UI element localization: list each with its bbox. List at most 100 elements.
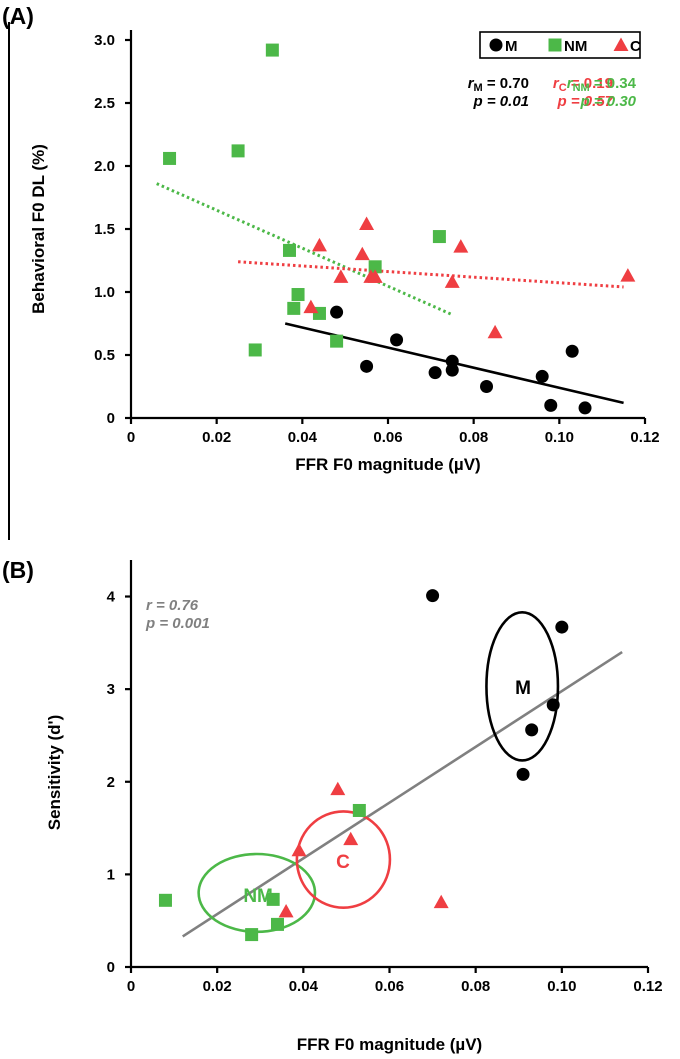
- y-tick-label: 0: [107, 959, 115, 976]
- x-tick-label: 0.02: [203, 978, 232, 995]
- point-c: [278, 903, 294, 918]
- point-c: [453, 239, 469, 253]
- stat-p-c: p = 0.57: [557, 93, 614, 110]
- y-tick-label: 2.0: [94, 158, 115, 175]
- point-m: [428, 366, 442, 380]
- point-c: [303, 299, 319, 314]
- point-nm: [266, 892, 280, 906]
- x-tick-label: 0.08: [461, 978, 490, 995]
- x-tick-label: 0.04: [288, 429, 318, 446]
- group-ellipse-m: [485, 610, 560, 762]
- stat-r-m: rM = 0.70: [468, 75, 529, 94]
- stat-r-combined: r = 0.76: [146, 597, 199, 614]
- point-m: [330, 305, 344, 319]
- point-nm: [287, 301, 301, 315]
- r-subscript: C: [559, 82, 567, 94]
- point-c: [359, 216, 375, 230]
- point-m: [426, 589, 440, 603]
- y-tick-label: 4: [107, 589, 116, 606]
- point-c: [291, 842, 307, 857]
- x-tick-label: 0.12: [630, 429, 659, 446]
- point-m: [535, 369, 549, 383]
- point-c: [333, 269, 349, 283]
- y-tick-label: 1.0: [94, 284, 115, 301]
- x-tick-label: 0: [127, 978, 135, 995]
- point-c: [444, 274, 460, 288]
- y-axis-title: Behavioral F0 DL (%): [29, 144, 48, 314]
- y-tick-label: 0: [107, 410, 115, 427]
- x-axis-title: FFR F0 magnitude (µV): [297, 1035, 482, 1054]
- x-tick-label: 0.10: [545, 429, 574, 446]
- x-tick-label: 0.06: [375, 978, 404, 995]
- point-nm: [368, 260, 382, 274]
- group-label-c: C: [336, 852, 350, 873]
- point-nm: [231, 144, 245, 158]
- point-m: [445, 363, 459, 377]
- legend-label-nm: NM: [564, 38, 587, 55]
- panel-label: (B): [2, 557, 34, 583]
- legend-marker-m: [489, 38, 503, 52]
- legend-box: [479, 31, 641, 59]
- y-tick-label: 2.5: [94, 95, 115, 112]
- stat-r-nm: rNM = 0.34: [567, 75, 637, 94]
- x-axis-title: FFR F0 magnitude (µV): [295, 455, 480, 474]
- point-nm: [291, 288, 305, 302]
- legend-marker-c: [613, 37, 629, 51]
- point-c: [433, 894, 449, 909]
- point-m: [565, 344, 579, 358]
- point-nm: [248, 343, 262, 357]
- point-c: [487, 324, 503, 339]
- r-subscript: NM: [573, 82, 590, 94]
- panel-label: (A): [2, 3, 34, 29]
- point-m: [525, 723, 539, 737]
- legend-label-c: C: [630, 38, 641, 55]
- fit-line-nm: [156, 182, 453, 317]
- point-c: [343, 831, 359, 846]
- fit-line-combined: [181, 651, 623, 938]
- point-nm: [158, 893, 172, 907]
- legend-label-m: M: [505, 38, 518, 55]
- y-tick-label: 1.5: [94, 221, 115, 238]
- y-tick-label: 2: [107, 774, 115, 791]
- point-m: [360, 359, 374, 373]
- point-nm: [352, 803, 366, 817]
- y-tick-label: 3: [107, 681, 115, 698]
- point-nm: [265, 43, 279, 57]
- y-axis-title: Sensitivity (d'): [45, 715, 64, 831]
- point-m: [516, 767, 530, 781]
- fit-line-c: [237, 260, 624, 289]
- y-tick-label: 1: [107, 866, 115, 883]
- r-symbol: r: [567, 75, 574, 92]
- r-value: = 0.70: [483, 75, 529, 92]
- legend-marker-nm: [548, 38, 562, 52]
- r-symbol: r: [553, 75, 560, 92]
- stat-r-c: rC = 0.19: [553, 75, 613, 94]
- x-tick-label: 0.02: [202, 429, 231, 446]
- r-value: = 0.19: [567, 75, 613, 92]
- point-c: [620, 268, 636, 282]
- point-c: [330, 781, 346, 796]
- stat-p-combined: p = 0.001: [145, 615, 210, 632]
- legend: M NM C: [479, 31, 641, 59]
- x-tick-label: 0.10: [547, 978, 576, 995]
- point-nm: [432, 230, 446, 244]
- x-tick-label: 0: [127, 429, 135, 446]
- point-m: [555, 620, 569, 634]
- point-c: [354, 246, 370, 261]
- r-value: = 0.34: [590, 75, 637, 92]
- point-m: [544, 398, 558, 412]
- x-tick-label: 0.08: [459, 429, 488, 446]
- x-tick-label: 0.12: [633, 978, 662, 995]
- y-tick-label: 0.5: [94, 347, 115, 364]
- r-subscript: M: [474, 82, 483, 94]
- point-nm: [163, 151, 177, 165]
- point-nm: [282, 243, 296, 257]
- group-ellipse-c: [295, 810, 392, 910]
- point-nm: [245, 928, 259, 942]
- stat-p-nm: p = 0.30: [580, 93, 637, 110]
- point-m: [578, 401, 592, 415]
- group-label-m: M: [515, 678, 531, 699]
- x-tick-label: 0.04: [289, 978, 319, 995]
- panel-a: 0 0.02 0.04 0.06 0.08 0.10 0.12 0 0.5 1.0 1.5 2.0 2.…: [2, 3, 660, 540]
